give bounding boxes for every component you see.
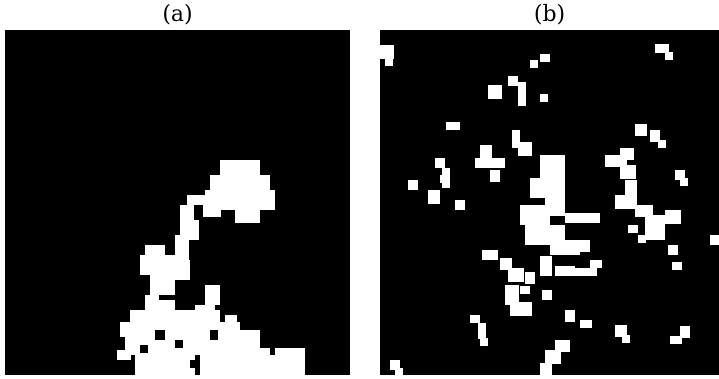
panel-a-white-cluster bbox=[117, 160, 305, 375]
panel-b-scattered-clusters bbox=[380, 44, 719, 375]
panel-b-label: (b) bbox=[533, 2, 566, 27]
panel-a-label: (a) bbox=[162, 2, 193, 27]
panel-b-cluster-image bbox=[380, 30, 719, 375]
panel-a-holes bbox=[140, 330, 218, 368]
panel-a-cluster-image bbox=[5, 30, 350, 375]
